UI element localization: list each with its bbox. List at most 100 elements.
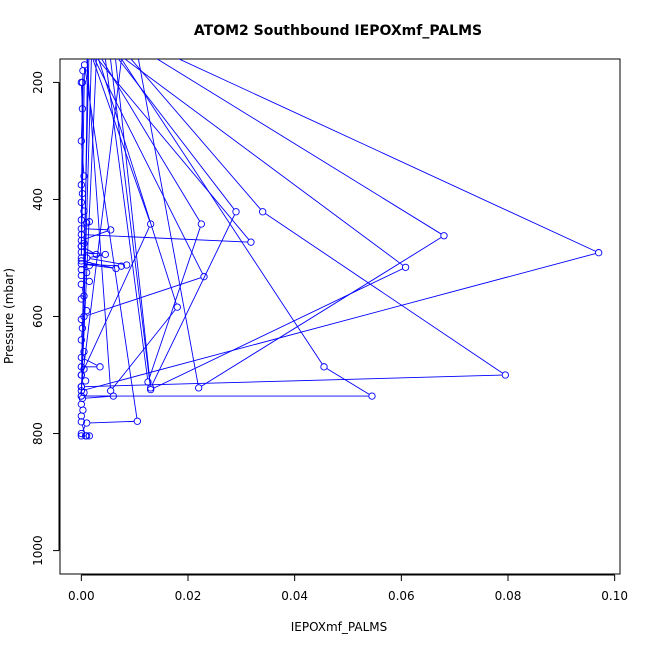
series-segment — [82, 226, 150, 373]
data-point — [110, 35, 116, 41]
data-point — [173, 303, 181, 311]
data-point — [77, 216, 85, 224]
x-tick-label: 0.06 — [388, 589, 415, 603]
x-axis-label: IEPOXmf_PALMS — [291, 620, 388, 634]
series-segment — [82, 425, 86, 431]
data-point — [147, 386, 155, 394]
data-point — [107, 226, 115, 234]
data-point — [77, 236, 85, 245]
x-tick-label: 0.00 — [68, 589, 95, 603]
data-point — [80, 365, 88, 373]
x-tick-label: 0.10 — [601, 589, 628, 603]
series-segment — [120, 59, 323, 365]
series-segment — [92, 59, 151, 222]
data-point — [77, 418, 85, 426]
data-point — [133, 417, 141, 425]
data-point — [109, 392, 117, 400]
data-point — [92, 250, 100, 259]
series-segment — [84, 234, 248, 243]
data-point — [77, 230, 85, 239]
data-point — [595, 249, 603, 257]
data-point — [368, 392, 376, 400]
data-point — [77, 336, 85, 344]
data-point — [77, 78, 85, 87]
x-axis: 0.00 0.02 0.04 0.06 0.08 0.10 — [68, 574, 628, 603]
data-point — [117, 262, 125, 270]
data-point — [131, 35, 137, 41]
data-point — [83, 38, 89, 44]
data-point — [77, 248, 85, 256]
data-point — [99, 35, 105, 41]
series-segment — [84, 67, 138, 419]
series-segment — [80, 111, 83, 138]
y-tick-label: 1000 — [31, 535, 45, 566]
y-tick-label: 400 — [31, 188, 45, 211]
data-point — [101, 250, 109, 259]
data-point — [440, 232, 448, 240]
data-point — [77, 260, 85, 268]
data-point — [78, 189, 87, 198]
data-point — [81, 377, 90, 385]
series-segment — [96, 59, 250, 241]
chart-title: ATOM2 Southbound IEPOXmf_PALMS — [194, 23, 482, 39]
data-point — [80, 207, 88, 215]
series-segment — [81, 214, 84, 218]
data-point — [259, 208, 267, 216]
series-segment — [112, 309, 176, 389]
data-point — [77, 254, 85, 262]
series-segment — [84, 263, 119, 267]
series-segment — [93, 59, 203, 275]
series-segment — [137, 59, 199, 385]
y-tick-label: 200 — [31, 71, 45, 94]
data-point — [197, 220, 205, 228]
y-tick-label: 600 — [31, 305, 45, 328]
data-point — [77, 225, 85, 233]
y-axis-label: Pressure (mbar) — [2, 268, 16, 364]
data-point — [77, 181, 85, 189]
series-segment — [117, 59, 235, 210]
series-segment — [82, 313, 86, 317]
data-point — [82, 38, 88, 44]
data-point — [83, 306, 91, 315]
data-point — [105, 35, 111, 41]
series-segment — [81, 178, 84, 182]
series-segment — [81, 205, 84, 209]
series-segment — [153, 268, 403, 389]
data-point — [85, 432, 93, 440]
data-point — [80, 172, 88, 180]
plot-area-border — [59, 58, 621, 575]
data-point — [401, 263, 410, 271]
series-lines — [80, 59, 596, 437]
series-segment — [84, 252, 94, 255]
y-tick-label: 800 — [31, 422, 45, 445]
data-point — [77, 432, 85, 440]
data-point — [121, 35, 127, 41]
x-tick-label: 0.02 — [175, 589, 202, 603]
series-segment — [326, 368, 370, 395]
series-segment — [156, 59, 442, 235]
data-point — [85, 261, 93, 270]
data-point — [89, 35, 95, 41]
data-point — [77, 315, 85, 324]
series-segment — [115, 59, 151, 385]
data-point — [123, 261, 131, 269]
data-point — [77, 266, 85, 274]
data-point — [80, 292, 88, 300]
data-point — [81, 432, 90, 440]
series-segment — [81, 85, 83, 106]
data-point — [144, 378, 152, 386]
data-point — [77, 400, 85, 408]
series-segment — [83, 59, 89, 314]
series-segment — [81, 342, 84, 349]
data-point — [80, 347, 88, 356]
data-point — [77, 363, 85, 371]
series-segment — [86, 277, 202, 316]
y-axis: 200 400 600 800 1000 — [31, 71, 60, 566]
data-point — [83, 254, 91, 262]
series-segment — [84, 263, 113, 269]
data-point — [96, 363, 104, 371]
series-segment — [81, 144, 85, 173]
data-point — [147, 220, 155, 228]
data-point — [320, 363, 328, 371]
series-segment — [89, 258, 124, 265]
